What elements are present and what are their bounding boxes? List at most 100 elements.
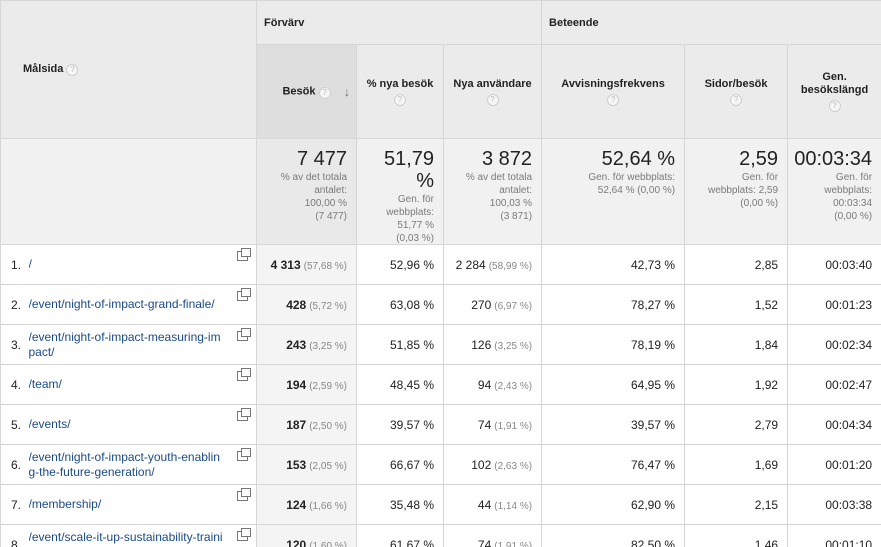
sessions-percent: (2,05 %) — [309, 460, 348, 472]
page-link[interactable]: /team/ — [28, 377, 62, 391]
row-new-users: 270 (6,97 %) — [443, 284, 543, 325]
total-sub: (0,00 %) — [834, 211, 873, 222]
column-new-sessions-label: % nya besök — [366, 77, 434, 90]
column-sessions[interactable]: Besök ? ↓ — [256, 44, 358, 139]
pages-value: 2,15 — [754, 497, 779, 512]
duration-value: 00:02:34 — [825, 337, 873, 352]
total-value: 51,79 % — [383, 148, 435, 192]
column-bounce-rate[interactable]: Avvisningsfrekvens ? — [541, 44, 686, 139]
row-rank: 4. — [0, 364, 29, 405]
sessions-percent: (2,50 %) — [309, 420, 348, 432]
total-sub: Gen. för — [835, 172, 873, 183]
total-sub: Gen. för — [741, 172, 779, 183]
page-link[interactable]: /event/night-of-impact-grand-finale/ — [28, 297, 215, 311]
column-avg-duration[interactable]: Gen. besökslängd ? — [787, 44, 881, 139]
new-users-percent: (3,25 %) — [494, 340, 533, 352]
table-row: 6. /event/night-of-impact-youth-enabling… — [0, 444, 881, 485]
table-row: 2. /event/night-of-impact-grand-finale/ … — [0, 284, 881, 325]
row-pages-per-session: 2,15 — [684, 484, 789, 525]
open-external-icon[interactable] — [237, 288, 252, 301]
help-icon[interactable]: ? — [394, 93, 407, 106]
new-users-percent: (2,63 %) — [494, 460, 533, 472]
sessions-value: 124 — [286, 497, 307, 512]
total-sub: % av det totala — [280, 172, 348, 183]
column-pages-per-session[interactable]: Sidor/besök ? — [684, 44, 789, 139]
row-rank-text: 3. — [11, 337, 22, 352]
page-link[interactable]: /event/scale-it-up-sustainability-traini… — [28, 529, 223, 547]
duration-value: 00:02:47 — [825, 377, 873, 392]
total-sub: webbplats: — [824, 185, 873, 196]
sessions-value: 4 313 — [270, 257, 301, 272]
row-rank: 6. — [0, 444, 29, 485]
sessions-percent: (1,66 %) — [309, 500, 348, 512]
page-link[interactable]: /membership/ — [28, 497, 102, 511]
row-avg-duration: 00:03:38 — [787, 484, 881, 525]
table-row: 7. /membership/ 124 (1,66 %) 35,48 % 44 (1… — [0, 484, 881, 525]
help-icon[interactable]: ? — [66, 63, 79, 76]
sessions-value: 194 — [286, 377, 307, 392]
open-external-icon[interactable] — [237, 328, 252, 341]
bounce-value: 42,73 % — [631, 257, 676, 272]
total-sub: Gen. för webbplats: — [588, 172, 676, 183]
row-pages-per-session: 1,84 — [684, 324, 789, 365]
total-sub: webbplats: — [386, 207, 435, 218]
open-external-icon[interactable] — [237, 448, 252, 461]
new-users-percent: (1,91 %) — [494, 420, 533, 432]
pages-value: 1,46 — [754, 537, 779, 547]
help-icon[interactable]: ? — [607, 93, 620, 106]
help-icon[interactable]: ? — [730, 93, 743, 106]
row-rank-text: 7. — [11, 497, 22, 512]
column-new-users[interactable]: Nya användare ? — [443, 44, 543, 139]
total-sub: (0,00 %) — [740, 198, 779, 209]
page-link[interactable]: /events/ — [28, 417, 71, 431]
open-external-icon[interactable] — [237, 528, 252, 541]
row-sessions: 4 313 (57,68 %) — [256, 244, 358, 285]
help-icon[interactable]: ? — [486, 93, 499, 106]
page-link[interactable]: /event/night-of-impact-youth-enabling-th… — [28, 449, 220, 479]
help-icon[interactable]: ? — [318, 87, 331, 99]
row-sessions: 428 (5,72 %) — [256, 284, 358, 325]
row-sessions: 124 (1,66 %) — [256, 484, 358, 525]
row-rank: 3. — [0, 324, 29, 365]
open-external-icon[interactable] — [237, 408, 252, 421]
row-page: / — [28, 244, 258, 285]
new-users-value: 270 — [471, 297, 492, 312]
row-new-sessions: 63,08 % — [356, 284, 445, 325]
row-sessions: 120 (1,60 %) — [256, 524, 358, 547]
total-value: 2,59 — [739, 148, 779, 170]
total-sub: (0,03 %) — [396, 233, 435, 244]
page-link[interactable]: /event/night-of-impact-measuring-impact/ — [28, 329, 221, 359]
total-sub: 51,77 % — [397, 220, 435, 231]
new-users-value: 74 — [477, 537, 492, 547]
row-pages-per-session: 1,46 — [684, 524, 789, 547]
row-new-users: 44 (1,14 %) — [443, 484, 543, 525]
sort-descending-icon[interactable]: ↓ — [344, 85, 351, 99]
row-new-users: 74 (1,91 %) — [443, 524, 543, 547]
row-bounce-rate: 42,73 % — [541, 244, 686, 285]
total-sub: (3 871) — [500, 211, 533, 222]
table-row: 8. /event/scale-it-up-sustainability-tra… — [0, 524, 881, 547]
column-duration-label-1: Gen. — [822, 71, 847, 83]
row-avg-duration: 00:01:10 — [787, 524, 881, 547]
bounce-value: 76,47 % — [631, 457, 676, 472]
new-sessions-value: 63,08 % — [389, 297, 435, 312]
new-sessions-value: 52,96 % — [389, 257, 435, 272]
open-external-icon[interactable] — [237, 368, 252, 381]
row-new-sessions: 48,45 % — [356, 364, 445, 405]
help-icon[interactable]: ? — [828, 100, 841, 112]
column-pages-label: Sidor/besök — [704, 77, 768, 90]
bounce-value: 64,95 % — [631, 377, 676, 392]
pages-value: 2,85 — [754, 257, 779, 272]
row-new-users: 74 (1,91 %) — [443, 404, 543, 445]
sessions-value: 187 — [286, 417, 307, 432]
row-rank: 7. — [0, 484, 29, 525]
total-sub: 100,00 % — [304, 198, 348, 209]
column-new-sessions[interactable]: % nya besök ? — [356, 44, 445, 139]
row-page: /event/night-of-impact-youth-enabling-th… — [28, 444, 258, 485]
row-page: /event/scale-it-up-sustainability-traini… — [28, 524, 258, 547]
page-link[interactable]: / — [28, 257, 32, 271]
open-external-icon[interactable] — [237, 248, 252, 261]
open-external-icon[interactable] — [237, 488, 252, 501]
new-sessions-value: 35,48 % — [389, 497, 435, 512]
totals-empty-cell — [0, 138, 258, 245]
